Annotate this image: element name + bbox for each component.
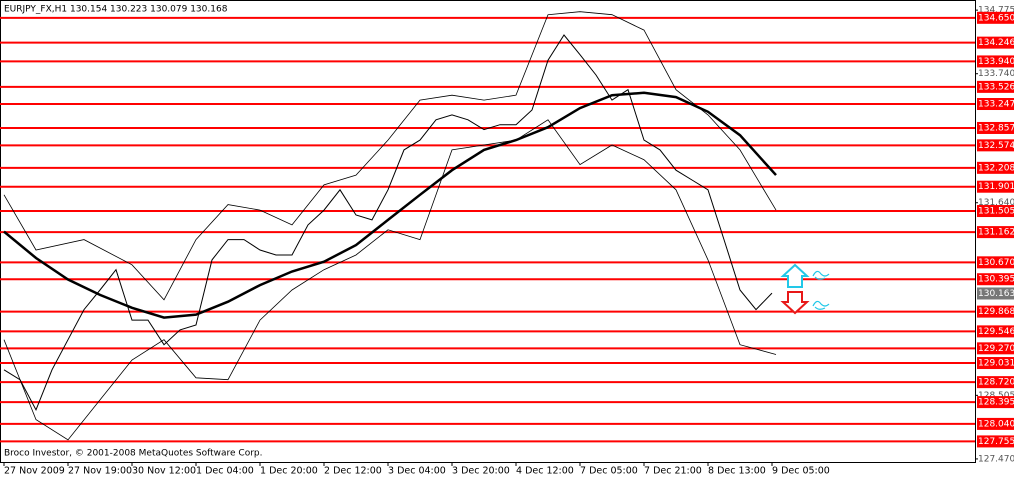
x-tick-label: 3 Dec 20:00 — [452, 466, 510, 477]
chart-title: EURJPY_FX,H1 130.154 130.223 130.079 130… — [4, 5, 228, 15]
buy-arrow — [780, 263, 810, 288]
level-label: 134.246 — [978, 38, 1014, 48]
level-label-box — [977, 11, 1014, 24]
y-tick-label: 127.470 — [978, 454, 1014, 464]
level-label: 133.940 — [978, 57, 1014, 67]
x-tick-label: 1 Dec 04:00 — [196, 466, 254, 477]
level-label-box — [977, 139, 1014, 152]
level-label-box — [977, 357, 1014, 370]
level-label: 129.546 — [978, 327, 1014, 337]
level-label-box — [977, 226, 1014, 239]
level-label: 129.868 — [978, 307, 1014, 317]
level-label-box — [977, 256, 1014, 269]
series-line — [3, 34, 773, 411]
level-label: 132.208 — [978, 163, 1014, 173]
level-label-box — [977, 325, 1014, 338]
level-label-box — [977, 98, 1014, 111]
y-tick-label: 131.640 — [978, 198, 1014, 208]
x-tick-label: 30 Nov 12:00 — [132, 466, 196, 477]
level-label-box — [977, 121, 1014, 134]
level-label-box — [977, 342, 1014, 355]
level-label: 130.395 — [978, 275, 1014, 285]
level-label: 133.247 — [978, 100, 1014, 110]
level-label-box — [977, 273, 1014, 286]
level-label: 131.901 — [978, 182, 1014, 192]
level-label: 129.031 — [978, 359, 1014, 369]
level-label: 134.650 — [978, 13, 1014, 23]
level-label-box — [977, 435, 1014, 448]
current-price-label: 130.163 — [978, 289, 1014, 299]
y-tick-label: 128.505 — [978, 391, 1014, 401]
level-label-box — [977, 161, 1014, 174]
x-tick-label: 8 Dec 13:00 — [708, 466, 766, 477]
x-tick-label: 9 Dec 05:00 — [772, 466, 830, 477]
level-label: 132.574 — [978, 141, 1014, 151]
y-tick-label: 133.740 — [978, 69, 1014, 79]
level-label: 128.040 — [978, 419, 1014, 429]
level-label-box — [977, 376, 1014, 389]
x-tick-label: 7 Dec 21:00 — [644, 466, 702, 477]
level-label: 128.720 — [978, 378, 1014, 388]
x-tick-label: 4 Dec 12:00 — [516, 466, 574, 477]
current-price-box — [977, 287, 1014, 300]
x-tick-label: 27 Nov 19:00 — [68, 466, 132, 477]
level-label-box — [977, 55, 1014, 68]
level-label: 127.755 — [978, 437, 1014, 447]
series-line — [3, 119, 777, 441]
buy-icon — [812, 270, 830, 280]
y-tick-label: 134.775 — [978, 6, 1014, 16]
level-label: 133.526 — [978, 82, 1014, 92]
x-tick-label: 3 Dec 04:00 — [388, 466, 446, 477]
copyright: Broco Investor, © 2001-2008 MetaQuotes S… — [4, 449, 263, 459]
level-label-box — [977, 36, 1014, 49]
level-label-box — [977, 417, 1014, 430]
level-label: 131.505 — [978, 207, 1014, 217]
series-line — [3, 11, 777, 301]
sell-arrow — [780, 291, 810, 315]
x-tick-label: 27 Nov 2009 — [4, 466, 65, 477]
level-label: 132.857 — [978, 123, 1014, 133]
level-label-box — [977, 205, 1014, 218]
level-label: 128.395 — [978, 398, 1014, 408]
x-tick-label: 2 Dec 12:00 — [324, 466, 382, 477]
series-line — [3, 91, 777, 319]
level-label: 129.270 — [978, 344, 1014, 354]
level-label-box — [977, 305, 1014, 318]
level-label: 131.162 — [978, 228, 1014, 238]
x-tick-label: 7 Dec 05:00 — [580, 466, 638, 477]
x-tick-label: 1 Dec 20:00 — [260, 466, 318, 477]
level-label-box — [977, 80, 1014, 93]
plot-layer — [0, 11, 975, 443]
level-label-box — [977, 180, 1014, 193]
level-label-box — [977, 396, 1014, 409]
level-label: 130.670 — [978, 258, 1014, 268]
sell-icon — [812, 300, 830, 310]
